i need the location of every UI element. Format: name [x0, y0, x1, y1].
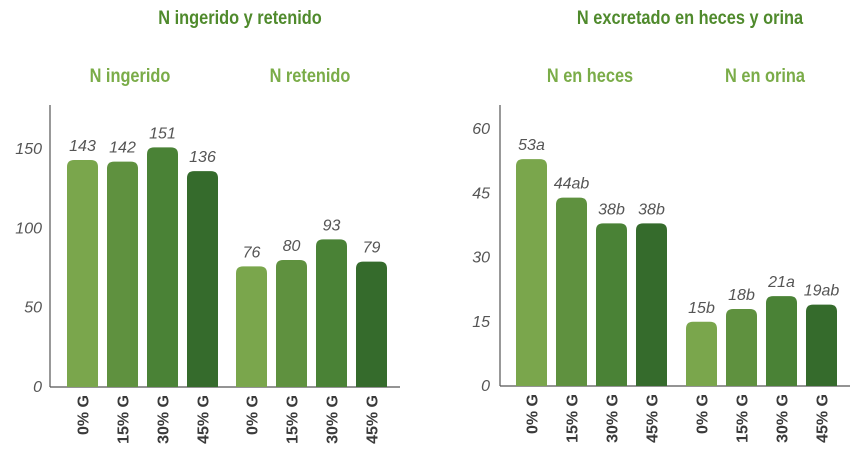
category-label-left-1-0: 0% G	[245, 395, 262, 435]
y-tick-label-left: 100	[15, 220, 42, 237]
category-label-right-1-3: 45% G	[815, 394, 832, 443]
category-label-left-0-0: 0% G	[76, 395, 93, 435]
bar-left-1-2	[316, 239, 347, 387]
bar-right-0-3	[636, 223, 667, 386]
y-tick-label-left: 150	[15, 141, 42, 158]
value-label-left-1-3: 79	[363, 240, 381, 257]
category-label-left-1-2: 30% G	[325, 395, 342, 444]
value-label-right-1-1: 18b	[728, 287, 755, 304]
category-label-left-1-1: 15% G	[285, 395, 302, 444]
value-label-right-0-2: 38b	[598, 201, 625, 218]
y-tick-label-left: 50	[24, 300, 42, 317]
value-label-right-1-3: 19ab	[804, 283, 840, 300]
bar-left-0-2	[147, 147, 178, 387]
bar-left-0-1	[107, 161, 138, 387]
value-label-left-0-1: 142	[109, 140, 136, 157]
category-label-right-0-2: 30% G	[605, 394, 622, 443]
category-label-left-1-3: 45% G	[365, 395, 382, 444]
category-label-right-0-1: 15% G	[565, 394, 582, 443]
y-tick-label-left: 0	[33, 379, 42, 396]
bar-left-1-0	[236, 266, 267, 387]
bar-left-1-3	[356, 261, 387, 387]
y-tick-label-right: 15	[472, 314, 490, 331]
bar-left-1-1	[276, 260, 307, 387]
category-label-right-0-3: 45% G	[645, 394, 662, 443]
group-label-n-en-heces: N en heces	[546, 66, 634, 87]
group-label-n-ingerido: N ingerido	[89, 66, 171, 87]
value-label-left-1-1: 80	[283, 238, 301, 255]
value-label-left-0-2: 151	[149, 125, 176, 142]
bar-right-0-1	[556, 197, 587, 386]
bar-right-0-2	[596, 223, 627, 386]
value-label-right-0-3: 38b	[638, 201, 665, 218]
chart-title-left: N ingerido y retenido	[158, 8, 322, 29]
value-label-right-1-0: 15b	[688, 300, 715, 317]
bar-left-0-0	[67, 160, 98, 387]
bar-right-1-3	[806, 304, 837, 386]
y-tick-label-right: 60	[472, 121, 490, 138]
value-label-right-0-0: 53a	[518, 137, 545, 154]
value-label-left-1-0: 76	[243, 244, 261, 261]
y-tick-label-right: 0	[481, 378, 490, 395]
value-label-left-0-3: 136	[189, 149, 216, 166]
bar-right-1-1	[726, 308, 757, 386]
chart-title-right: N excretado en heces y orina	[576, 8, 804, 29]
y-tick-label-right: 45	[472, 185, 490, 202]
category-label-right-1-1: 15% G	[735, 394, 752, 443]
category-label-right-1-0: 0% G	[695, 394, 712, 434]
y-tick-label-right: 30	[472, 250, 490, 267]
value-label-right-0-1: 44ab	[554, 176, 590, 193]
category-label-left-0-1: 15% G	[116, 395, 133, 444]
group-label-n-en-orina: N en orina	[725, 66, 805, 87]
value-label-right-1-2: 21a	[767, 274, 795, 291]
category-label-right-1-2: 30% G	[775, 394, 792, 443]
category-label-right-0-0: 0% G	[525, 394, 542, 434]
category-label-left-0-3: 45% G	[196, 395, 213, 444]
bar-right-1-0	[686, 321, 717, 386]
bar-right-0-0	[516, 159, 547, 386]
group-label-n-retenido: N retenido	[269, 66, 351, 87]
value-label-left-0-0: 143	[69, 138, 96, 155]
category-label-left-0-2: 30% G	[156, 395, 173, 444]
bar-left-0-3	[187, 171, 218, 387]
value-label-left-1-2: 93	[323, 217, 341, 234]
bar-right-1-2	[766, 296, 797, 386]
